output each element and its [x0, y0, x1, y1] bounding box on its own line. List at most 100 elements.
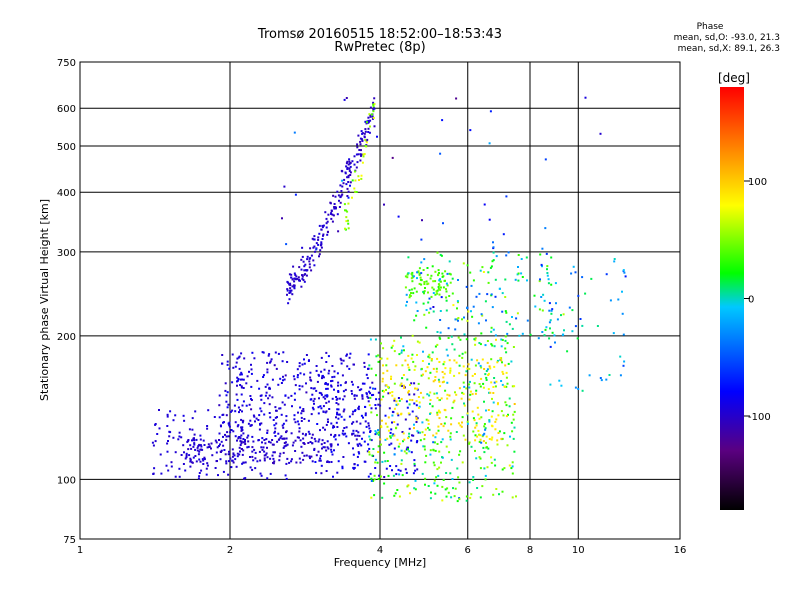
data-point	[180, 454, 183, 456]
data-point	[427, 485, 430, 487]
data-point	[492, 392, 495, 394]
data-point	[512, 346, 515, 348]
data-point	[202, 459, 205, 462]
data-point	[495, 255, 498, 258]
data-point	[359, 159, 362, 162]
data-point	[343, 178, 346, 181]
data-point	[504, 296, 507, 298]
data-point	[320, 228, 323, 231]
data-point	[416, 440, 419, 442]
data-point	[281, 217, 283, 220]
data-point	[417, 382, 420, 385]
data-point	[216, 446, 219, 449]
data-point	[509, 435, 511, 438]
data-point	[510, 421, 513, 424]
data-point	[246, 436, 249, 439]
data-point	[317, 236, 320, 239]
data-point	[154, 440, 157, 443]
data-point	[541, 265, 543, 268]
chart-title: Tromsø 20160515 18:52:00–18:53:43	[257, 27, 503, 42]
data-point	[366, 450, 369, 453]
data-point	[422, 302, 425, 305]
data-point	[220, 440, 223, 443]
data-point	[436, 289, 439, 292]
data-point	[500, 359, 503, 362]
data-point	[440, 286, 442, 289]
data-point	[491, 260, 494, 263]
x-tick-label: 16	[674, 545, 687, 556]
data-point	[511, 430, 514, 433]
data-point	[393, 421, 396, 423]
data-point	[360, 388, 363, 391]
data-point	[428, 311, 431, 314]
data-point	[241, 453, 244, 456]
data-point	[504, 278, 507, 281]
data-point	[188, 454, 191, 457]
data-point	[462, 392, 465, 395]
data-point	[240, 373, 243, 376]
data-point	[370, 367, 373, 370]
data-point	[319, 429, 321, 432]
data-point	[521, 276, 524, 278]
data-point	[188, 428, 191, 431]
data-point	[329, 201, 332, 204]
data-point	[452, 487, 454, 490]
data-point	[367, 116, 370, 119]
data-point	[405, 400, 408, 403]
data-point	[365, 392, 368, 395]
data-point	[500, 410, 503, 413]
data-point	[367, 475, 370, 478]
data-point	[424, 287, 426, 289]
data-point	[434, 345, 437, 348]
data-point	[504, 335, 507, 338]
data-point	[319, 457, 322, 460]
data-point	[335, 416, 337, 419]
data-point	[495, 488, 498, 490]
data-point	[254, 467, 257, 470]
data-point	[242, 461, 245, 464]
data-point	[326, 220, 329, 223]
data-point	[469, 393, 472, 396]
data-point	[504, 339, 507, 342]
data-point	[307, 430, 310, 433]
data-point	[554, 341, 556, 344]
data-point	[231, 381, 234, 384]
data-point	[253, 448, 256, 451]
data-point	[445, 296, 448, 299]
data-point	[352, 432, 355, 435]
data-point	[424, 370, 427, 373]
data-point	[370, 496, 373, 499]
data-point	[434, 492, 437, 495]
data-point	[202, 439, 205, 442]
data-point	[320, 370, 323, 373]
data-point	[258, 414, 261, 417]
data-point	[339, 384, 342, 387]
data-point	[479, 496, 482, 499]
data-point	[347, 190, 350, 193]
data-point	[344, 171, 347, 174]
data-point	[331, 376, 334, 379]
data-point	[195, 460, 198, 463]
data-point	[566, 350, 569, 353]
data-point	[369, 386, 372, 389]
data-point	[312, 246, 315, 249]
data-point	[170, 465, 173, 468]
data-point	[300, 258, 303, 261]
data-point	[328, 461, 331, 464]
data-point	[272, 461, 274, 464]
data-point	[234, 435, 237, 438]
data-point	[297, 276, 300, 279]
data-point	[218, 394, 221, 397]
data-point	[251, 450, 254, 453]
data-point	[269, 441, 272, 444]
data-point	[211, 454, 214, 457]
data-point	[347, 163, 350, 166]
data-point	[202, 463, 205, 465]
data-point	[433, 464, 436, 467]
data-point	[291, 444, 294, 447]
data-point	[367, 131, 370, 133]
data-point	[342, 398, 345, 401]
data-point	[366, 377, 369, 380]
data-point	[320, 392, 323, 395]
data-point	[400, 336, 402, 339]
